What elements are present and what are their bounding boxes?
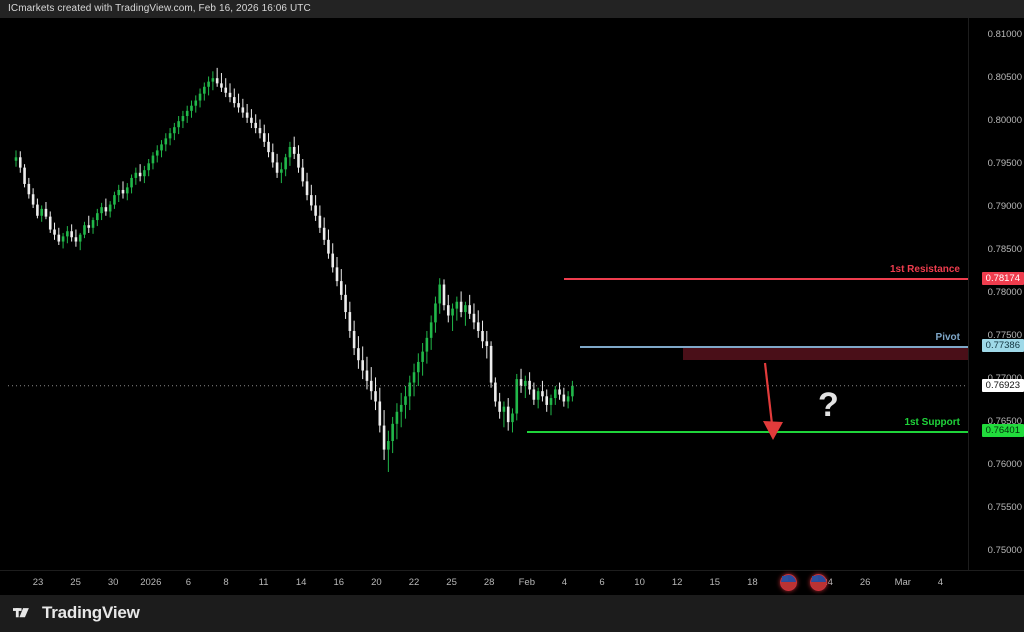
time-tick: Mar [894,577,911,588]
level-line-pivot[interactable] [580,345,968,348]
time-tick: 16 [333,577,345,588]
price-tick: 0.77000 [988,373,1022,384]
level-line-1st-support[interactable] [527,430,968,433]
time-tick: 12 [671,577,683,588]
price-tag-1st-support[interactable]: 0.76401 [981,424,1024,438]
time-tick: 6 [185,577,192,588]
time-tick: 15 [709,577,721,588]
time-tick: 24 [822,577,833,588]
question-mark-annotation: ? [818,386,839,424]
time-tick: 25 [70,577,81,588]
time-tick: 4 [937,577,944,588]
last-price-tag[interactable]: 0.76923 [981,379,1024,393]
time-tick: 30 [107,577,119,588]
price-tick: 0.79000 [987,201,1022,213]
time-tick: 6 [599,577,605,588]
price-tag-pivot[interactable]: 0.77386 [981,339,1024,353]
price-tick: 0.77500 [987,330,1022,342]
time-tick: 20 [371,577,382,588]
price-tick: 0.79500 [987,158,1022,170]
price-tick: 0.75000 [987,545,1022,557]
price-tick: 0.80000 [987,115,1022,127]
tradingview-logo-text: TradingView [42,603,140,622]
pivot-resistance-zone [683,345,968,360]
time-tick: 10 [634,577,645,588]
candlestick-series [8,67,968,472]
economic-event-us[interactable] [810,574,827,591]
tradingview-logo: TradingView [13,603,140,623]
price-scale[interactable]: 0.81000 0.80500 0.80000 0.79500 0.79000 0.785… [968,18,1024,570]
price-tick: 0.76000 [987,459,1022,471]
price-tick: 0.78000 [987,287,1022,299]
level-line-1st-resistance[interactable] [564,278,968,281]
time-tick: 22 [408,577,420,588]
price-tag-1st-resistance[interactable]: 0.78174 [981,271,1024,285]
time-tick: Feb [518,577,535,588]
time-tick: 23 [32,577,44,588]
price-tick: 0.81000 [987,29,1022,41]
price-tick: 0.75500 [987,502,1022,514]
time-tick: 8 [223,577,229,588]
time-tick: 2026 [140,577,162,588]
price-tick: 0.80500 [987,72,1022,84]
time-tick: 11 [258,577,269,588]
level-label-1st-support: 1st Support [904,416,960,428]
tradingview-logo-icon [13,608,29,618]
chart-footer: TradingView [0,595,1024,632]
time-tick: 28 [483,577,495,588]
chart-header: ICmarkets created with TradingView.com, … [0,0,1024,18]
time-tick: 25 [446,577,457,588]
price-tick: 0.78500 [987,244,1022,256]
time-tick: 4 [561,577,568,588]
level-label-pivot: Pivot [935,331,960,343]
time-tick: 26 [859,577,871,588]
level-label-1st-resistance: 1st Resistance [889,264,960,276]
price-tick: 0.76500 [987,416,1022,428]
time-tick: 14 [295,577,307,588]
chart-frame: 1st Resistance Pivot 1st Support ? 0.81000… [0,18,1024,596]
price-plot-area[interactable]: 1st Resistance Pivot 1st Support ? [8,18,968,570]
time-tick: 18 [747,577,758,588]
chart-credit-text: ICmarkets created with TradingView.com, … [8,3,311,14]
time-scale[interactable]: 23 25 30 2026 6 8 11 14 16 20 22 25 28 Feb 4 6 10 12 15 18 2… [0,570,1024,596]
economic-event-us[interactable] [780,574,797,591]
